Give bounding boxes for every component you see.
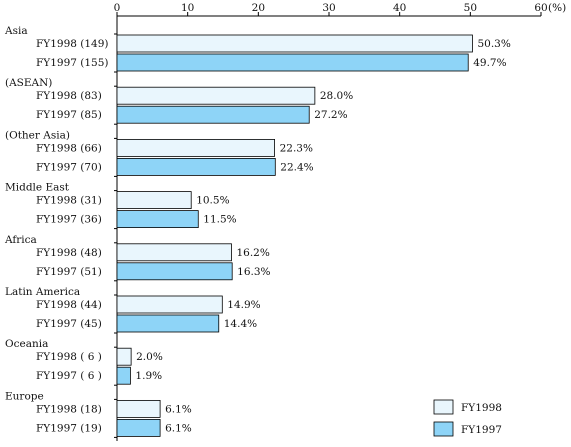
bar-value-label: 2.0% [136, 351, 163, 363]
bar-category-label: FY1998 (18) [36, 403, 102, 415]
bar-fy1997 [116, 53, 469, 72]
bar-value-label: 27.2% [314, 109, 347, 121]
bar-category-label: FY1998 (83) [36, 90, 102, 102]
bar-fy1997 [116, 366, 131, 385]
bar-category-label: FY1998 ( 6 ) [36, 351, 102, 363]
x-axis-unit-label: (%) [548, 2, 566, 14]
bar-fy1998 [116, 191, 192, 210]
bar-category-label: FY1997 (51) [36, 266, 102, 278]
bar-value-label: 28.0% [320, 90, 353, 102]
bar-category-label: FY1997 (45) [36, 318, 102, 330]
bar-value-label: 16.3% [237, 266, 270, 278]
x-tick-label: 20 [252, 2, 265, 14]
x-tick-label: 50 [464, 2, 477, 14]
group-label: Europe [5, 390, 44, 402]
bar-value-label: 22.4% [280, 161, 313, 173]
bar-value-label: 22.3% [280, 142, 313, 154]
bar-value-label: 50.3% [477, 38, 510, 50]
x-tick-label: 60 [534, 2, 547, 14]
group-label: Latin America [5, 286, 80, 298]
bar-category-label: FY1997 ( 6 ) [36, 370, 102, 382]
group-label: Middle East [5, 182, 70, 194]
bar-category-label: FY1998 (31) [36, 195, 102, 207]
group-label: Asia [4, 25, 28, 37]
bar-fy1998 [116, 138, 275, 157]
legend-swatch [433, 421, 454, 437]
bar-category-label: FY1997 (36) [36, 214, 102, 226]
bar-value-label: 1.9% [135, 370, 162, 382]
bars-layer: 50.3% 49.7% 28.0% 27.2% 22.3% 22.4% 10.5% 11.5%… [116, 34, 511, 437]
group-label: (Other Asia) [5, 129, 70, 141]
bar-fy1998 [116, 86, 316, 105]
x-tick-label: 30 [322, 2, 335, 14]
bar-category-label: FY1997 (19) [36, 422, 102, 434]
legend-swatch [433, 399, 454, 415]
bar-category-label: FY1998 (66) [36, 142, 102, 154]
bar-value-label: 14.9% [227, 299, 260, 311]
bar-fy1998 [116, 399, 161, 418]
bar-category-label: FY1997 (70) [36, 161, 102, 173]
bar-category-label: FY1998 (44) [36, 299, 102, 311]
x-tick-label: 10 [181, 2, 194, 14]
legend-label: FY1998 [461, 402, 502, 414]
group-label: (ASEAN) [5, 77, 52, 89]
bar-fy1997 [116, 105, 310, 124]
bar-category-label: FY1997 (155) [36, 57, 109, 69]
group-label: Oceania [5, 338, 48, 350]
bar-fy1997 [116, 314, 220, 333]
bar-fy1998 [116, 34, 473, 53]
group-label: Africa [4, 234, 37, 246]
bar-fy1997 [116, 157, 276, 176]
bar-value-label: 10.5% [196, 195, 229, 207]
bar-category-label: FY1998 (149) [36, 38, 109, 50]
x-tick-label: 40 [393, 2, 406, 14]
bar-fy1998 [116, 295, 223, 314]
bar-fy1998 [116, 243, 232, 262]
bar-value-label: 11.5% [203, 214, 236, 226]
bar-value-label: 16.2% [236, 247, 269, 259]
bar-value-label: 6.1% [165, 422, 192, 434]
bar-value-label: 14.4% [224, 318, 257, 330]
bar-fy1997 [116, 418, 161, 437]
legend-label: FY1997 [461, 424, 502, 436]
bar-fy1997 [116, 210, 199, 229]
legend: FY1998 FY1997 [433, 399, 502, 437]
bar-value-label: 49.7% [473, 57, 506, 69]
x-tick-label: 0 [114, 2, 121, 14]
bar-value-label: 6.1% [165, 403, 192, 415]
bar-category-label: FY1998 (48) [36, 247, 102, 259]
bar-fy1998 [116, 347, 132, 366]
bar-category-label: FY1997 (85) [36, 109, 102, 121]
bar-fy1997 [116, 262, 233, 281]
